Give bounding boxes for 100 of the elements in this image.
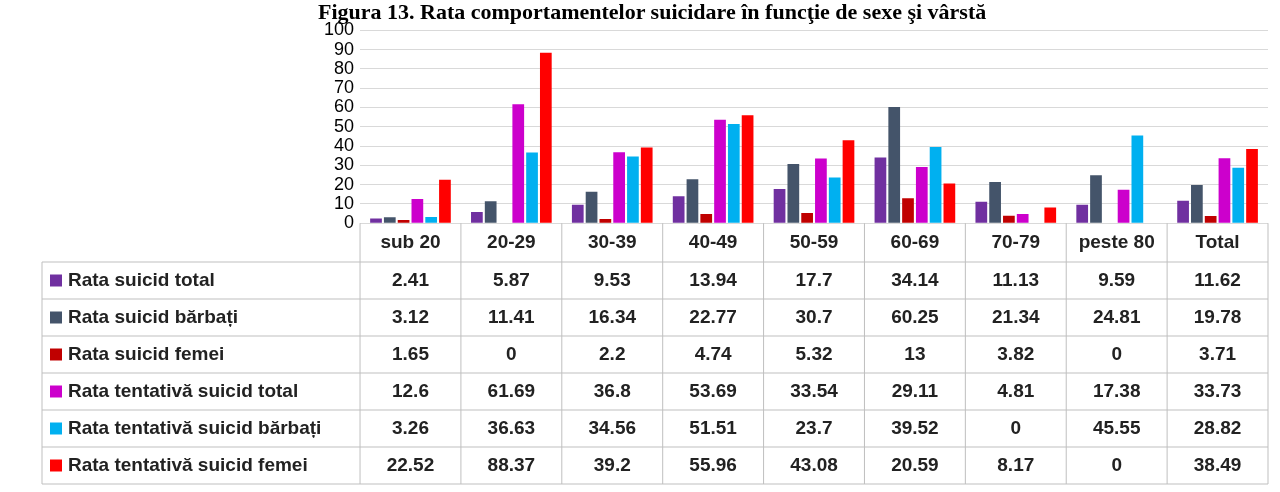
bar [874, 157, 887, 223]
bar [1044, 207, 1057, 223]
data-label: 39.2 [593, 453, 631, 475]
legend-label: Rata tentativă suicid femei [68, 453, 308, 475]
data-label: 36.63 [487, 416, 536, 438]
x-tick-label: 30-39 [587, 230, 637, 252]
bar [989, 182, 1001, 223]
bar [787, 164, 800, 223]
data-label: 13.94 [689, 268, 738, 290]
bar [975, 201, 988, 223]
data-label: 53.69 [689, 379, 737, 401]
bar [471, 211, 483, 223]
data-label: 39.52 [891, 416, 939, 438]
bar [539, 52, 552, 223]
bar [1076, 204, 1089, 223]
bar [801, 212, 813, 223]
bar [599, 218, 612, 223]
bar [1117, 189, 1130, 223]
data-label: 17.7 [795, 268, 833, 290]
x-tick-label: 20-29 [487, 230, 536, 252]
y-tick-label: 90 [334, 38, 355, 59]
data-label: 29.11 [891, 379, 939, 401]
bar [1204, 216, 1217, 223]
x-tick-label: peste 80 [1078, 230, 1155, 252]
data-label: 45.55 [1092, 416, 1141, 438]
data-label: 17.38 [1092, 379, 1141, 401]
data-label: 33.73 [1193, 379, 1242, 401]
data-label: 3.26 [391, 416, 429, 438]
legend-label: Rata tentativă suicid bărbați [68, 416, 322, 438]
data-label: 30.7 [795, 305, 833, 327]
data-label: 38.49 [1193, 453, 1242, 475]
bar [1090, 175, 1102, 223]
legend-label: Rata suicid total [68, 268, 215, 290]
y-tick-label: 0 [344, 212, 355, 233]
data-label: 43.08 [790, 453, 838, 475]
data-label: 24.81 [1092, 305, 1141, 327]
data-label: 28.82 [1193, 416, 1242, 438]
bar [397, 220, 410, 223]
bar [700, 214, 713, 223]
x-tick-label: 60-69 [890, 230, 940, 252]
data-label: 55.96 [689, 453, 737, 475]
bar [686, 179, 699, 223]
data-label: 4.81 [997, 379, 1035, 401]
bar [512, 104, 525, 223]
data-label: 11.62 [1194, 268, 1241, 290]
x-tick-label: sub 20 [380, 230, 441, 252]
bar [915, 167, 928, 223]
chart-title: Figura 13. Rata comportamentelor suicidare în funcţie de sexe şi vârstă [318, 0, 987, 24]
data-label: 2.41 [391, 268, 430, 290]
bar [613, 152, 625, 223]
data-label: 13 [904, 342, 926, 364]
data-label: 61.69 [487, 379, 536, 401]
data-label: 3.82 [997, 342, 1035, 364]
data-label: 0 [1111, 342, 1122, 364]
bar [627, 156, 639, 223]
data-label: 88.37 [487, 453, 536, 475]
data-label: 19.78 [1193, 305, 1242, 327]
y-tick-label: 10 [334, 192, 355, 213]
data-label: 1.65 [391, 342, 430, 364]
x-tick-label: 40-49 [688, 230, 738, 252]
bar [484, 201, 497, 223]
bar [902, 198, 914, 223]
bar [741, 115, 754, 223]
bar [370, 218, 382, 223]
bar [727, 123, 740, 223]
bar [571, 204, 584, 223]
data-label: 22.77 [689, 305, 737, 327]
data-label: 33.54 [790, 379, 839, 401]
y-tick-label: 70 [334, 77, 355, 98]
data-label: 3.12 [391, 305, 429, 327]
bar [585, 191, 598, 223]
bar [1191, 185, 1203, 223]
bar [425, 216, 438, 223]
bar [1246, 148, 1258, 223]
data-label: 21.34 [992, 305, 1040, 327]
data-label: 34.14 [891, 268, 940, 290]
bar [439, 179, 451, 223]
legend-label: Rata suicid femei [68, 342, 225, 364]
data-label: 12.6 [391, 379, 429, 401]
data-label: 5.32 [795, 342, 833, 364]
bar [1016, 213, 1029, 223]
data-label: 20.59 [891, 453, 939, 475]
data-label: 22.52 [386, 453, 435, 475]
bar [1003, 215, 1015, 223]
bar [1177, 200, 1189, 223]
bar [815, 158, 827, 223]
data-label: 11.13 [992, 268, 1040, 290]
bar [526, 152, 538, 223]
y-tick-label: 40 [334, 135, 355, 156]
y-tick-label: 60 [334, 96, 355, 117]
y-tick-label: 20 [334, 173, 355, 194]
data-label: 9.59 [1098, 268, 1136, 290]
y-tick-label: 30 [334, 154, 355, 175]
data-label: 16.34 [588, 305, 637, 327]
bar [714, 119, 726, 223]
bar [888, 107, 901, 223]
data-label: 34.56 [588, 416, 637, 438]
y-tick-label: 50 [334, 115, 355, 136]
bar [828, 177, 841, 223]
data-label: 36.8 [593, 379, 631, 401]
